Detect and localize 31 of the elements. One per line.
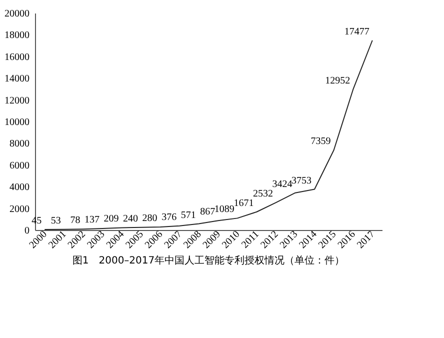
data-label: 376: [162, 212, 177, 223]
y-tick-label: 16000: [4, 52, 30, 63]
line-series: [44, 40, 373, 230]
data-label: 3424: [272, 178, 292, 190]
data-label: 78: [70, 215, 80, 226]
y-tick-label: 10000: [4, 117, 30, 128]
y-tick-label: 2000: [10, 204, 30, 215]
y-tick-label: 4000: [10, 182, 30, 194]
data-label: 209: [104, 214, 119, 225]
data-label: 137: [84, 214, 100, 226]
data-label: 2532: [252, 188, 273, 200]
y-tick-label: 18000: [4, 30, 30, 42]
y-tick-label: 12000: [4, 95, 30, 106]
data-label: 571: [180, 210, 196, 221]
data-label: 7359: [310, 136, 331, 148]
y-tick-label: 6000: [10, 160, 30, 172]
y-tick-label: 20000: [4, 8, 30, 20]
data-label: 867: [200, 206, 216, 218]
caption: 图1 2000–2017年中国人工智能专利授权情况（单位：件）: [72, 254, 345, 267]
data-label: 240: [123, 213, 138, 224]
data-label: 3753: [292, 175, 312, 186]
x-tick-label: 2001: [46, 228, 69, 251]
data-label: 12952: [325, 75, 350, 86]
data-label: 1671: [234, 198, 254, 209]
data-label: 1089: [214, 204, 234, 216]
y-tick-label: 0: [24, 226, 30, 236]
data-label: 17477: [344, 26, 370, 38]
data-label: 280: [142, 212, 158, 224]
y-tick-label: 8000: [10, 138, 30, 150]
y-tick-label: 14000: [4, 74, 30, 85]
data-label: 53: [50, 215, 61, 226]
